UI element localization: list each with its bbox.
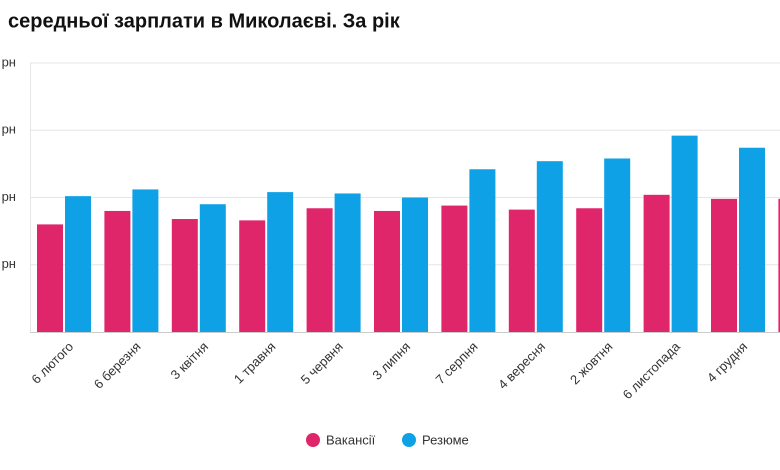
- x-tick-label: 6 листопада: [620, 338, 684, 402]
- bar: [171, 219, 198, 332]
- bar: [778, 198, 780, 332]
- x-tick-label: 4 грудня: [704, 339, 750, 385]
- bar: [604, 158, 631, 332]
- bar: [576, 208, 603, 332]
- legend-marker[interactable]: [306, 433, 320, 447]
- x-tick-label: 3 квітня: [168, 339, 211, 382]
- legend-marker[interactable]: [402, 433, 416, 447]
- bar: [508, 209, 535, 332]
- x-tick-label: 6 лютого: [28, 339, 76, 387]
- x-tick-label: 7 серпня: [433, 339, 481, 387]
- bar: [671, 135, 698, 332]
- bar: [374, 210, 400, 332]
- bar: [132, 189, 159, 332]
- y-tick-label: рн: [2, 256, 16, 271]
- y-tick-label: рн: [2, 122, 16, 137]
- bar: [469, 169, 496, 332]
- y-tick-label: рн: [2, 189, 16, 204]
- bar: [739, 147, 765, 332]
- bar: [441, 205, 468, 332]
- x-tick-label: 6 березня: [91, 339, 144, 392]
- bar: [334, 193, 361, 332]
- bar: [65, 196, 91, 332]
- bar: [104, 210, 131, 332]
- x-tick-label: 3 липня: [369, 339, 413, 383]
- bar: [267, 192, 294, 332]
- legend-label[interactable]: Вакансії: [326, 432, 376, 447]
- bar: [402, 197, 428, 332]
- bar: [536, 161, 563, 332]
- chart-title: середньої зарплати в Миколаєві. За рік: [8, 10, 401, 32]
- x-tick-label: 2 жовтня: [567, 339, 615, 387]
- bar: [199, 204, 226, 332]
- bar: [239, 220, 266, 332]
- x-tick-label: 5 червня: [298, 339, 346, 387]
- y-tick-label: рн: [2, 54, 16, 69]
- bar: [306, 208, 333, 332]
- x-tick-label: 4 вересня: [495, 339, 548, 392]
- bar: [643, 194, 670, 332]
- legend-label[interactable]: Резюме: [422, 432, 469, 447]
- bar: [711, 198, 737, 332]
- x-tick-label: 1 травня: [231, 339, 279, 387]
- bar: [37, 224, 63, 332]
